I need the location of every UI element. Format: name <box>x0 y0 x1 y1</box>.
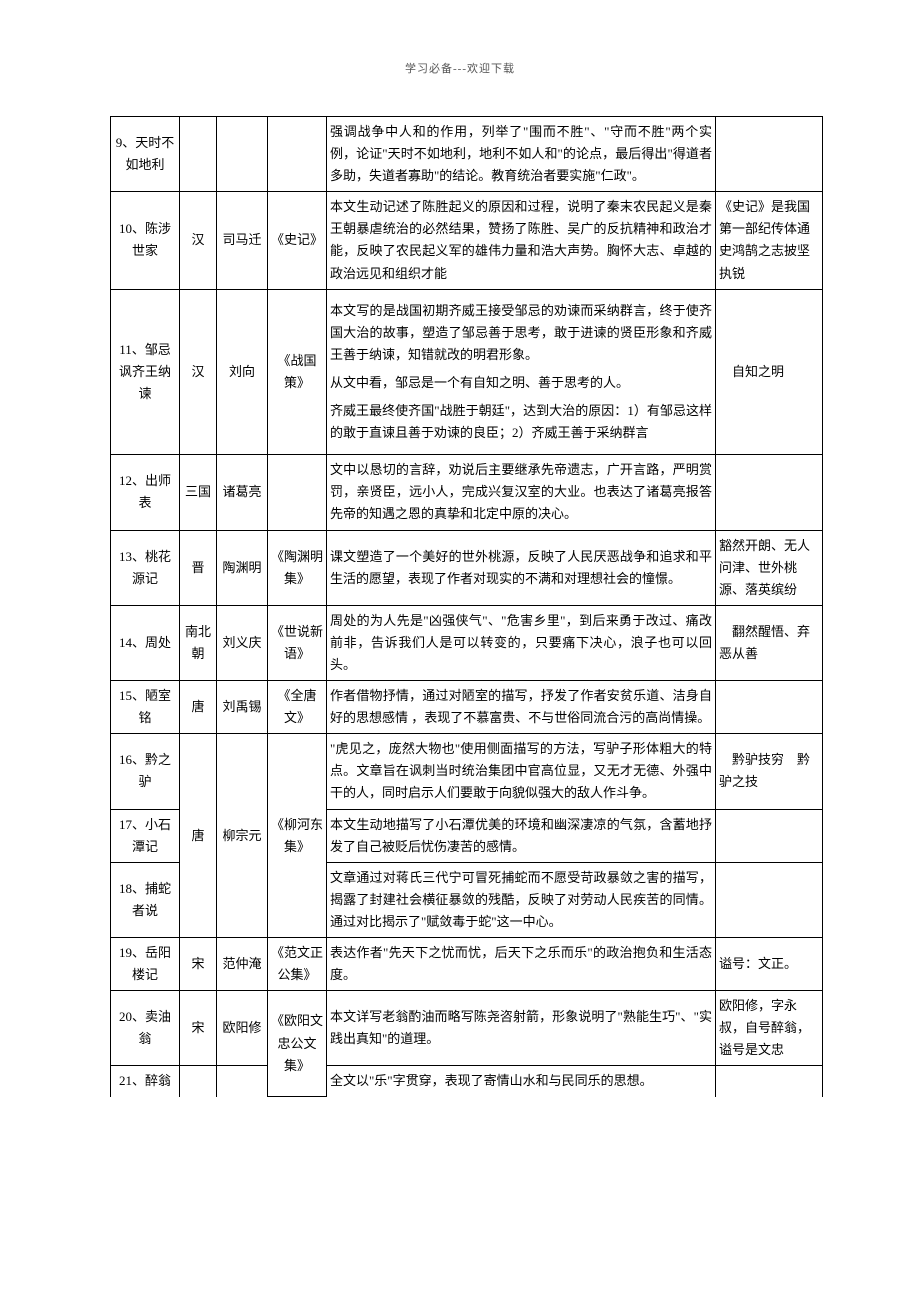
cell-notes: 《史记》是我国第一部纪传体通史鸿鹄之志披坚执锐 <box>716 192 823 289</box>
cell-notes: 豁然开朗、无人问津、世外桃源、落英缤纷 <box>716 530 823 605</box>
cell-notes <box>716 681 823 734</box>
cell-title: 14、周处 <box>111 605 180 680</box>
cell-author: 范仲淹 <box>217 938 268 991</box>
cell-title: 16、黔之驴 <box>111 734 180 809</box>
cell-author <box>217 1066 268 1097</box>
cell-notes: 自知之明 <box>716 289 823 455</box>
cell-summary: 文中以恳切的言辞，劝说后主要继承先帝遗志，广开言路，严明赏罚，亲贤臣，远小人，完… <box>327 455 716 530</box>
cell-dynasty <box>180 117 217 192</box>
cell-summary: 本文详写老翁酌油而略写陈尧咨射箭，形象说明了"熟能生巧"、"实践出真知"的道理。 <box>327 991 716 1066</box>
cell-notes: 欧阳修，字永叔，自号醉翁，谥号是文忠 <box>716 991 823 1066</box>
cell-title: 13、桃花源记 <box>111 530 180 605</box>
cell-summary: 本文生动记述了陈胜起义的原因和过程，说明了秦末农民起义是秦王朝暴虐统治的必然结果… <box>327 192 716 289</box>
document-page: 学习必备---欢迎下载 9、天时不如地利 强调战争中人和的作用，列举了"围而不胜… <box>0 0 920 1137</box>
cell-title: 17、小石潭记 <box>111 809 180 862</box>
cell-summary: 本文生动地描写了小石潭优美的环境和幽深凄凉的气氛，含蓄地抒发了自己被贬后忧伤凄苦… <box>327 809 716 862</box>
literature-table: 9、天时不如地利 强调战争中人和的作用，列举了"围而不胜"、"守而不胜"两个实例… <box>110 116 823 1097</box>
cell-summary: 表达作者"先天下之忧而忧，后天下之乐而乐"的政治抱负和生活态度。 <box>327 938 716 991</box>
table-row: 11、邹忌讽齐王纳谏 汉 刘向 《战国策》 本文写的是战国初期齐威王接受邹忌的劝… <box>111 289 823 455</box>
cell-source: 《世说新语》 <box>268 605 327 680</box>
cell-notes: 黔驴技穷 黔驴之技 <box>716 734 823 809</box>
summary-para: 本文写的是战国初期齐威王接受邹忌的劝谏而采纳群言，终于使齐国大治的故事，塑造了邹… <box>330 300 712 366</box>
cell-author: 刘禹锡 <box>217 681 268 734</box>
cell-author: 陶渊明 <box>217 530 268 605</box>
summary-para: 从文中看，邹忌是一个有自知之明、善于思考的人。 <box>330 372 712 394</box>
cell-title: 10、陈涉世家 <box>111 192 180 289</box>
cell-summary: 作者借物抒情，通过对陋室的描写，抒发了作者安贫乐道、洁身自好的思想感情 ，表现了… <box>327 681 716 734</box>
cell-summary: 全文以"乐"字贯穿，表现了寄情山水和与民同乐的思想。 <box>327 1066 716 1097</box>
cell-notes <box>716 862 823 937</box>
cell-dynasty: 宋 <box>180 991 217 1066</box>
cell-author: 刘义庆 <box>217 605 268 680</box>
cell-summary: 课文塑造了一个美好的世外桃源，反映了人民厌恶战争和追求和平生活的愿望，表现了作者… <box>327 530 716 605</box>
table-row: 16、黔之驴 唐 柳宗元 《柳河东集》 "虎见之，庞然大物也"使用侧面描写的方法… <box>111 734 823 809</box>
cell-notes <box>716 117 823 192</box>
cell-dynasty: 唐 <box>180 681 217 734</box>
cell-source <box>268 455 327 530</box>
cell-dynasty: 汉 <box>180 192 217 289</box>
table-row: 20、卖油翁 宋 欧阳修 《欧阳文忠公文集》 本文详写老翁酌油而略写陈尧咨射箭，… <box>111 991 823 1066</box>
cell-author: 欧阳修 <box>217 991 268 1066</box>
cell-title: 9、天时不如地利 <box>111 117 180 192</box>
cell-notes <box>716 455 823 530</box>
cell-summary: 本文写的是战国初期齐威王接受邹忌的劝谏而采纳群言，终于使齐国大治的故事，塑造了邹… <box>327 289 716 455</box>
cell-summary: 文章通过对蒋氏三代宁可冒死捕蛇而不愿受苛政暴敛之害的描写，揭露了封建社会横征暴敛… <box>327 862 716 937</box>
cell-dynasty: 晋 <box>180 530 217 605</box>
cell-source: 《欧阳文忠公文集》 <box>268 991 327 1097</box>
cell-dynasty <box>180 1066 217 1097</box>
table-row: 19、岳阳楼记 宋 范仲淹 《范文正公集》 表达作者"先天下之忧而忧，后天下之乐… <box>111 938 823 991</box>
cell-title: 19、岳阳楼记 <box>111 938 180 991</box>
table-row: 10、陈涉世家 汉 司马迁 《史记》 本文生动记述了陈胜起义的原因和过程，说明了… <box>111 192 823 289</box>
cell-source <box>268 117 327 192</box>
cell-notes <box>716 1066 823 1097</box>
cell-summary: 周处的为人先是"凶强侠气"、"危害乡里"，到后来勇于改过、痛改前非，告诉我们人是… <box>327 605 716 680</box>
cell-dynasty: 宋 <box>180 938 217 991</box>
cell-source: 《柳河东集》 <box>268 734 327 938</box>
cell-source: 《全唐文》 <box>268 681 327 734</box>
cell-notes: 谥号：文正。 <box>716 938 823 991</box>
cell-title: 18、捕蛇者说 <box>111 862 180 937</box>
cell-dynasty: 南北朝 <box>180 605 217 680</box>
cell-source: 《范文正公集》 <box>268 938 327 991</box>
table-row: 13、桃花源记 晋 陶渊明 《陶渊明集》 课文塑造了一个美好的世外桃源，反映了人… <box>111 530 823 605</box>
cell-source: 《战国策》 <box>268 289 327 455</box>
cell-source: 《史记》 <box>268 192 327 289</box>
cell-author <box>217 117 268 192</box>
cell-title: 21、醉翁 <box>111 1066 180 1097</box>
cell-dynasty: 唐 <box>180 734 217 938</box>
cell-notes: 翻然醒悟、弃恶从善 <box>716 605 823 680</box>
cell-author: 柳宗元 <box>217 734 268 938</box>
cell-dynasty: 汉 <box>180 289 217 455</box>
cell-author: 司马迁 <box>217 192 268 289</box>
cell-summary: 强调战争中人和的作用，列举了"围而不胜"、"守而不胜"两个实例，论证"天时不如地… <box>327 117 716 192</box>
cell-title: 20、卖油翁 <box>111 991 180 1066</box>
summary-para: 齐威王最终使齐国"战胜于朝廷"，达到大治的原因：1）有邹忌这样的敢于直谏且善于劝… <box>330 400 712 444</box>
cell-summary: "虎见之，庞然大物也"使用侧面描写的方法，写驴子形体粗大的特点。文章旨在讽刺当时… <box>327 734 716 809</box>
cell-title: 15、陋室铭 <box>111 681 180 734</box>
table-row: 21、醉翁 全文以"乐"字贯穿，表现了寄情山水和与民同乐的思想。 <box>111 1066 823 1097</box>
table-row: 9、天时不如地利 强调战争中人和的作用，列举了"围而不胜"、"守而不胜"两个实例… <box>111 117 823 192</box>
table-row: 14、周处 南北朝 刘义庆 《世说新语》 周处的为人先是"凶强侠气"、"危害乡里… <box>111 605 823 680</box>
cell-source: 《陶渊明集》 <box>268 530 327 605</box>
page-header: 学习必备---欢迎下载 <box>110 60 810 76</box>
cell-author: 诸葛亮 <box>217 455 268 530</box>
table-row: 12、出师表 三国 诸葛亮 文中以恳切的言辞，劝说后主要继承先帝遗志，广开言路，… <box>111 455 823 530</box>
cell-title: 12、出师表 <box>111 455 180 530</box>
cell-dynasty: 三国 <box>180 455 217 530</box>
cell-author: 刘向 <box>217 289 268 455</box>
cell-notes <box>716 809 823 862</box>
cell-title: 11、邹忌讽齐王纳谏 <box>111 289 180 455</box>
table-row: 15、陋室铭 唐 刘禹锡 《全唐文》 作者借物抒情，通过对陋室的描写，抒发了作者… <box>111 681 823 734</box>
